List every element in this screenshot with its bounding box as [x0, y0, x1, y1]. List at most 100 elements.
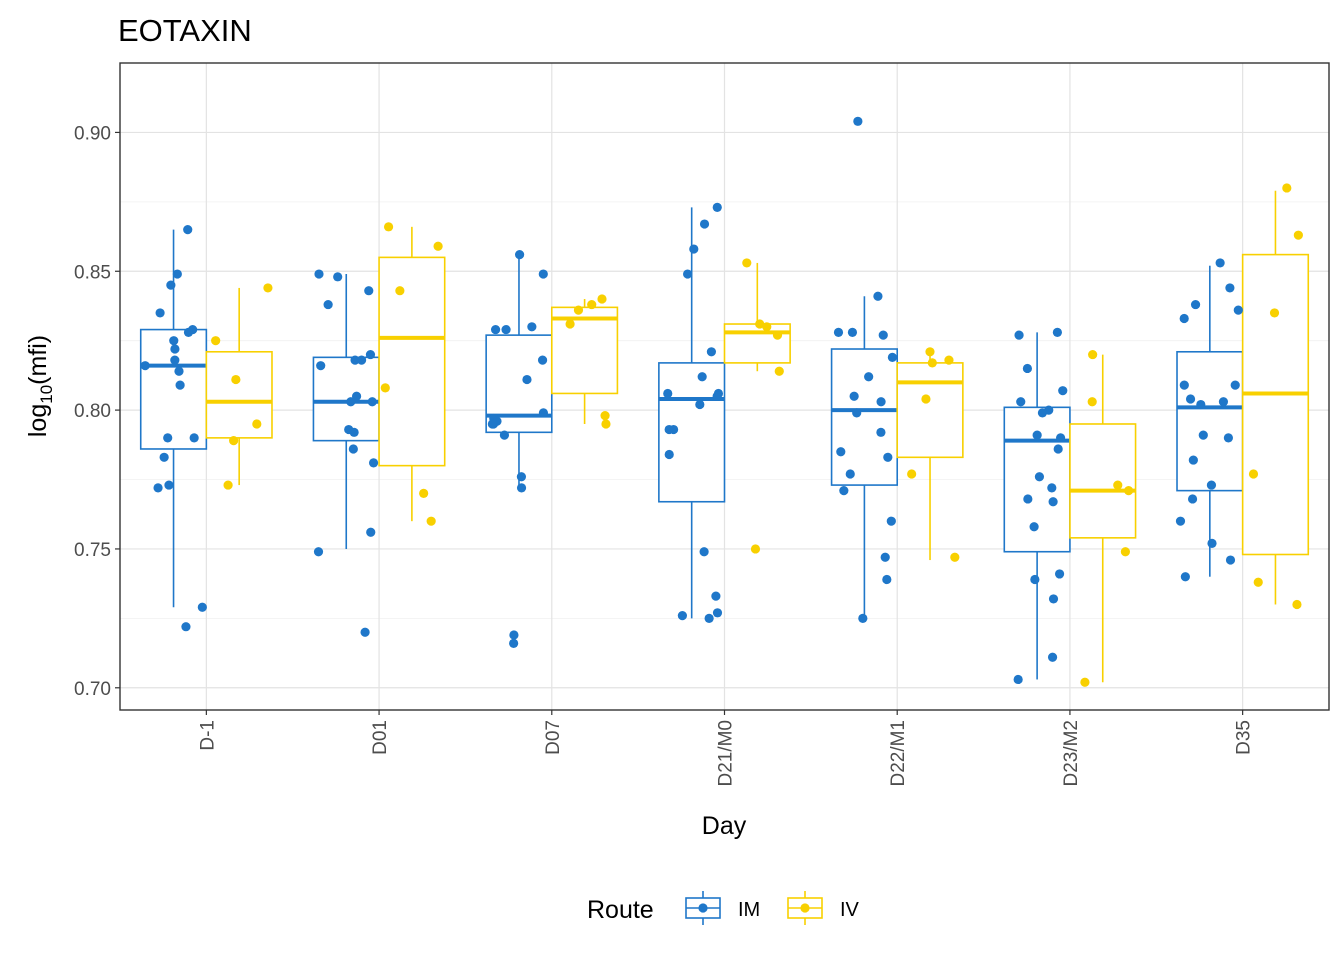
y-tick-label: 0.80 — [74, 401, 111, 422]
data-point-IM — [537, 355, 548, 365]
data-point-IM — [1215, 258, 1225, 268]
data-point-IV — [229, 436, 239, 446]
box-IM-D23/M2 — [1003, 332, 1071, 680]
data-point-IV — [1124, 486, 1134, 496]
data-point-IM — [1223, 433, 1233, 443]
data-point-IV — [1282, 183, 1292, 193]
data-point-IV — [755, 319, 765, 329]
data-point-IM — [189, 433, 199, 443]
data-point-IM — [849, 391, 859, 401]
box-iqr — [830, 348, 899, 486]
data-point-IV — [573, 305, 584, 315]
box-IV-D21/M0 — [723, 262, 791, 372]
data-point-IM — [706, 347, 717, 357]
legend-key-IV — [787, 891, 823, 925]
data-point-IM — [316, 361, 326, 371]
box-IM-D01 — [312, 274, 380, 549]
data-point-IV — [231, 374, 241, 385]
data-point-IM — [1052, 327, 1062, 337]
data-point-IM — [1230, 380, 1240, 390]
data-point-IM — [538, 408, 549, 418]
data-point-IM — [313, 547, 324, 557]
data-point-IM — [1218, 397, 1229, 407]
box-iqr — [1176, 350, 1244, 492]
data-point-IM — [880, 552, 890, 562]
x-axis: D-1 D01 D07 D21/M0 D22/M1 D23/M2 D35 — [197, 710, 1255, 787]
data-point-IM — [664, 449, 674, 460]
chart-title: EOTAXIN — [118, 13, 252, 48]
data-point-IM — [1225, 283, 1235, 293]
data-point-IM — [886, 516, 896, 526]
data-point-IM — [181, 622, 191, 632]
legend-key-IM — [685, 891, 721, 925]
legend-title: Route — [587, 896, 654, 924]
box-IM-D22/M1 — [830, 296, 899, 619]
data-point-IM — [1058, 386, 1068, 396]
y-tick-label: 0.90 — [74, 123, 111, 144]
data-point-IV — [263, 283, 273, 293]
data-point-IM — [677, 610, 687, 621]
data-point-IM — [878, 330, 888, 340]
data-point-IV — [426, 516, 436, 526]
data-point-IV — [601, 419, 611, 429]
data-point-IV — [1248, 469, 1259, 479]
data-point-IM — [1013, 674, 1023, 685]
data-point-IM — [1198, 430, 1208, 440]
data-point-IV — [433, 241, 443, 251]
data-point-IM — [1180, 572, 1190, 582]
data-point-IV — [419, 488, 429, 499]
data-point-IM — [365, 349, 376, 360]
data-point-IV — [1113, 480, 1123, 490]
data-point-IM — [1037, 408, 1048, 418]
data-point-IM — [712, 202, 722, 212]
data-point-IV — [750, 544, 761, 554]
data-point-IM — [183, 225, 193, 235]
data-point-IM — [1207, 538, 1217, 548]
data-point-IM — [174, 366, 184, 376]
data-point-IM — [348, 444, 358, 454]
data-point-IM — [1233, 305, 1243, 315]
data-point-IV — [1269, 308, 1280, 318]
data-point-IV — [1293, 230, 1303, 240]
data-points — [140, 116, 1303, 687]
y-axis-title-rest: (mfi) — [24, 335, 52, 385]
x-tick-label: D23/M2 — [1061, 720, 1082, 787]
data-point-IM — [155, 308, 165, 318]
data-point-IM — [1206, 480, 1217, 490]
data-point-IV — [395, 286, 405, 296]
data-point-IM — [699, 547, 709, 557]
x-tick-label: D22/M1 — [888, 720, 909, 787]
data-point-IM — [876, 427, 886, 437]
box-IV-D01 — [378, 226, 446, 522]
data-point-IV — [600, 411, 610, 421]
boxplots — [139, 190, 1310, 683]
data-point-IM — [711, 591, 721, 601]
data-point-IM — [350, 355, 360, 365]
box-IV-D-1 — [205, 287, 273, 486]
data-point-IM — [522, 374, 532, 385]
box-iqr — [723, 323, 791, 364]
data-point-IM — [169, 336, 179, 346]
data-point-IM — [695, 399, 705, 410]
data-point-IM — [527, 322, 537, 332]
data-point-IM — [1196, 399, 1206, 410]
y-axis-title-subscript: 10 — [37, 385, 56, 404]
data-point-IM — [516, 472, 527, 482]
data-point-IM — [697, 372, 707, 382]
data-point-IM — [509, 638, 519, 648]
data-point-IV — [907, 469, 917, 479]
data-point-IM — [887, 352, 898, 362]
data-point-IM — [346, 397, 356, 407]
data-point-IM — [852, 408, 862, 418]
data-point-IM — [183, 327, 194, 337]
data-point-IM — [1014, 330, 1024, 340]
data-point-IV — [1120, 547, 1131, 557]
legend-label-IV: IV — [840, 899, 860, 921]
data-point-IM — [836, 447, 846, 457]
data-point-IM — [487, 419, 497, 429]
data-point-IV — [1080, 677, 1090, 687]
data-point-IM — [663, 388, 673, 399]
data-point-IM — [515, 250, 525, 260]
data-point-IV — [774, 366, 784, 376]
data-point-IM — [1054, 569, 1065, 579]
